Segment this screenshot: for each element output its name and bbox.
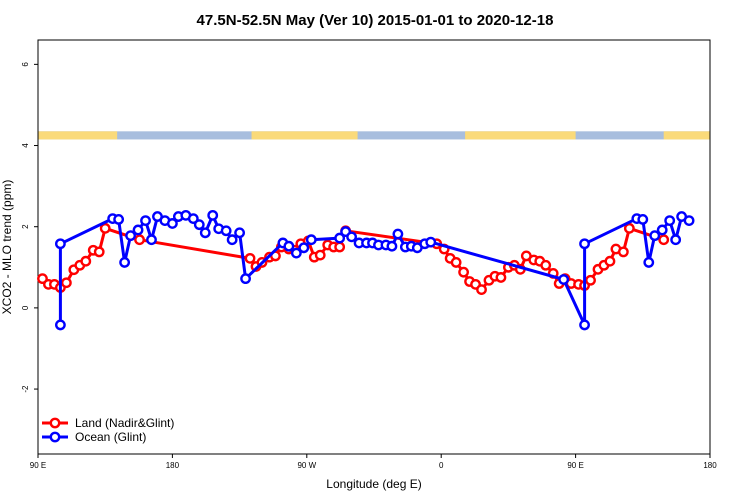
map-strip-land xyxy=(251,131,358,140)
series-ocean-point xyxy=(392,228,404,240)
series-land-point xyxy=(99,222,111,234)
series-ocean-point xyxy=(187,213,199,224)
series-land-point xyxy=(540,259,552,271)
series-land-point xyxy=(658,234,670,246)
series-ocean-point xyxy=(132,224,144,236)
series-land-point xyxy=(450,257,462,268)
map-strip-ocean xyxy=(38,131,710,140)
x-tick-label: 180 xyxy=(703,461,717,470)
series-land-point xyxy=(80,255,92,267)
map-strip-land xyxy=(465,131,576,140)
series-ocean-point xyxy=(193,219,205,231)
series-ocean-point xyxy=(207,209,219,221)
series-ocean-point xyxy=(146,234,157,246)
series-ocean-point xyxy=(220,225,232,237)
series-ocean-point xyxy=(664,215,676,227)
x-tick-label: 180 xyxy=(166,461,180,470)
x-axis: 90 E 180 90 W 0 90 E 180 xyxy=(30,454,717,470)
series-land-point xyxy=(476,284,487,296)
series-ocean-point xyxy=(234,227,246,239)
series-land-point xyxy=(585,274,596,286)
x-tick-label: 0 xyxy=(439,461,444,470)
legend-ocean-marker xyxy=(49,431,61,443)
y-tick-label: 4 xyxy=(21,143,30,148)
series-ocean-point xyxy=(637,213,649,225)
series-ocean-point xyxy=(119,257,131,268)
series-ocean-point xyxy=(305,234,317,246)
map-strip-land xyxy=(663,131,710,140)
series-land-point xyxy=(458,266,469,278)
series-ocean-point xyxy=(298,242,310,254)
series-ocean-point xyxy=(579,319,590,331)
map-strip-land xyxy=(38,131,118,140)
chart-title: 47.5N-52.5N May (Ver 10) 2015-01-01 to 2… xyxy=(197,12,554,29)
x-tick-label: 90 E xyxy=(30,461,46,470)
series-land-point xyxy=(617,246,629,258)
map-strip xyxy=(38,131,710,140)
series-ocean-point xyxy=(240,273,251,285)
series-ocean-point xyxy=(113,213,125,225)
series-ocean-point xyxy=(199,227,211,239)
series-ocean-point xyxy=(346,231,357,243)
series-land-point xyxy=(93,246,105,258)
series-ocean-point xyxy=(656,224,668,236)
legend: Land (Nadir&Glint) Ocean (Glint) xyxy=(42,416,174,444)
series-ocean-point xyxy=(334,232,346,244)
legend-ocean-label: Ocean (Glint) xyxy=(75,430,146,444)
series-land-point xyxy=(60,277,72,289)
series-layer xyxy=(37,209,695,331)
series-ocean-point xyxy=(386,240,398,252)
y-tick-label: -2 xyxy=(21,385,30,393)
series-ocean-point xyxy=(55,238,66,250)
series-ocean-point xyxy=(425,236,437,248)
series-ocean-point xyxy=(166,218,178,229)
series-land-point xyxy=(244,252,256,264)
series-land-point xyxy=(134,234,145,246)
series-land-point xyxy=(334,241,346,253)
series-ocean-point xyxy=(558,274,570,285)
plot-frame xyxy=(37,39,711,455)
series-ocean-point xyxy=(226,234,238,246)
series-ocean-point xyxy=(55,319,66,331)
series-ocean-point xyxy=(670,234,682,246)
series-ocean-point xyxy=(683,215,695,227)
y-axis: -2 0 2 4 6 xyxy=(21,62,38,393)
legend-land-marker xyxy=(49,417,61,429)
y-tick-label: 2 xyxy=(21,224,30,229)
series-land-point xyxy=(314,249,326,261)
x-tick-label: 90 E xyxy=(567,461,583,470)
y-tick-label: 0 xyxy=(21,305,30,310)
series-land-point xyxy=(495,272,507,283)
series-ocean-point xyxy=(140,215,151,227)
series-ocean-point xyxy=(283,240,295,252)
series-ocean-point xyxy=(579,238,590,250)
series-ocean-point xyxy=(649,230,661,242)
series-ocean-point xyxy=(125,230,136,242)
legend-land-label: Land (Nadir&Glint) xyxy=(75,416,174,430)
y-axis-label: XCO2 - MLO trend (ppm) xyxy=(0,180,14,315)
x-tick-label: 90 W xyxy=(297,461,316,470)
y-tick-label: 6 xyxy=(21,62,30,67)
series-land-point xyxy=(604,255,616,267)
series-ocean-point xyxy=(643,257,655,268)
x-axis-label: Longitude (deg E) xyxy=(326,477,421,491)
series-ocean-point xyxy=(290,247,302,259)
series-land-point xyxy=(623,222,635,234)
